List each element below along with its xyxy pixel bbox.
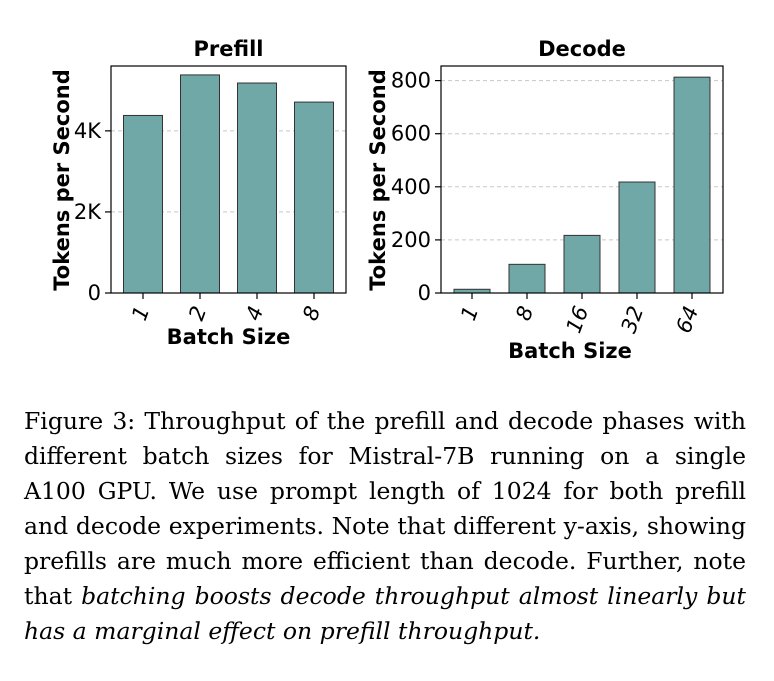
decode-ytick-label: 600 xyxy=(391,122,431,146)
prefill-xtick-label: 4 xyxy=(241,303,268,324)
caption-italic-text: batching boosts decode throughput almost… xyxy=(24,582,746,645)
decode-xtick-label: 16 xyxy=(562,303,594,336)
prefill-xtick-label: 8 xyxy=(298,303,325,324)
prefill-ylabel: Tokens per Second xyxy=(50,69,74,291)
prefill-ytick-label: 0 xyxy=(88,281,101,305)
decode-ytick-label: 400 xyxy=(391,175,431,199)
decode-chart: 1 8 16 32 64 0 200 400 600 800 Decode Batch Size Tok… xyxy=(366,37,724,363)
decode-xtick-label: 32 xyxy=(617,303,649,336)
caption-text: Figure 3: Throughput of the prefill and … xyxy=(24,407,746,610)
decode-title: Decode xyxy=(538,37,626,61)
prefill-xtick-label: 1 xyxy=(127,303,154,324)
decode-xlabel: Batch Size xyxy=(508,339,632,363)
decode-xtick-label: 8 xyxy=(511,303,538,324)
figure-caption: Figure 3: Throughput of the prefill and … xyxy=(24,404,746,649)
decode-bar xyxy=(508,263,546,294)
prefill-ytick-label: 4K xyxy=(74,119,102,143)
decode-xtick-label: 1 xyxy=(456,303,483,324)
prefill-ytick-label: 2K xyxy=(74,200,102,224)
prefill-title: Prefill xyxy=(194,37,264,61)
figure: 1 2 4 8 0 2K 4K Prefill Batch Size Tokens per Sec… xyxy=(50,37,724,363)
prefill-plot-frame xyxy=(110,65,347,294)
decode-ytick-label: 0 xyxy=(418,281,431,305)
prefill-bar xyxy=(123,114,163,294)
prefill-xtick-label: 2 xyxy=(184,303,211,324)
decode-bar xyxy=(673,76,711,294)
decode-xtick-label: 64 xyxy=(672,303,704,336)
prefill-xlabel: Batch Size xyxy=(167,325,291,349)
decode-bar xyxy=(618,181,656,294)
decode-ylabel: Tokens per Second xyxy=(366,69,390,291)
prefill-bar xyxy=(180,74,220,294)
decode-bar xyxy=(563,234,601,294)
decode-plot-frame xyxy=(440,65,724,294)
prefill-bar xyxy=(294,101,334,294)
decode-ytick-label: 800 xyxy=(391,69,431,93)
prefill-bar xyxy=(237,82,277,294)
prefill-chart: 1 2 4 8 0 2K 4K Prefill Batch Size Tokens per Sec… xyxy=(50,37,347,349)
decode-ytick-label: 200 xyxy=(391,228,431,252)
